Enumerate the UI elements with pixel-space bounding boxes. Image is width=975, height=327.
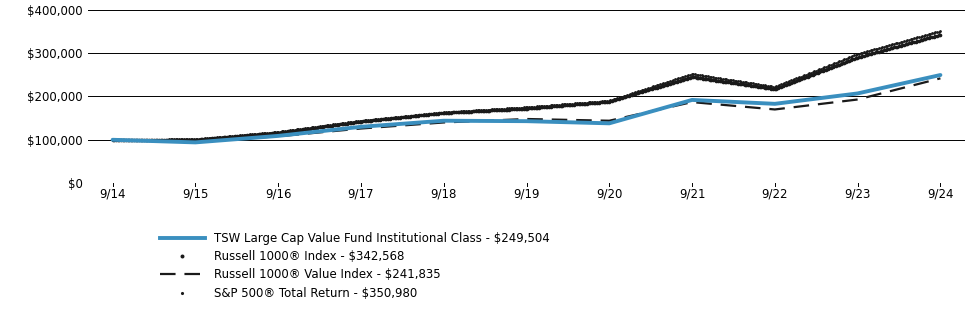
Legend: TSW Large Cap Value Fund Institutional Class - $249,504, Russell 1000® Index - $: TSW Large Cap Value Fund Institutional C…: [155, 227, 555, 304]
